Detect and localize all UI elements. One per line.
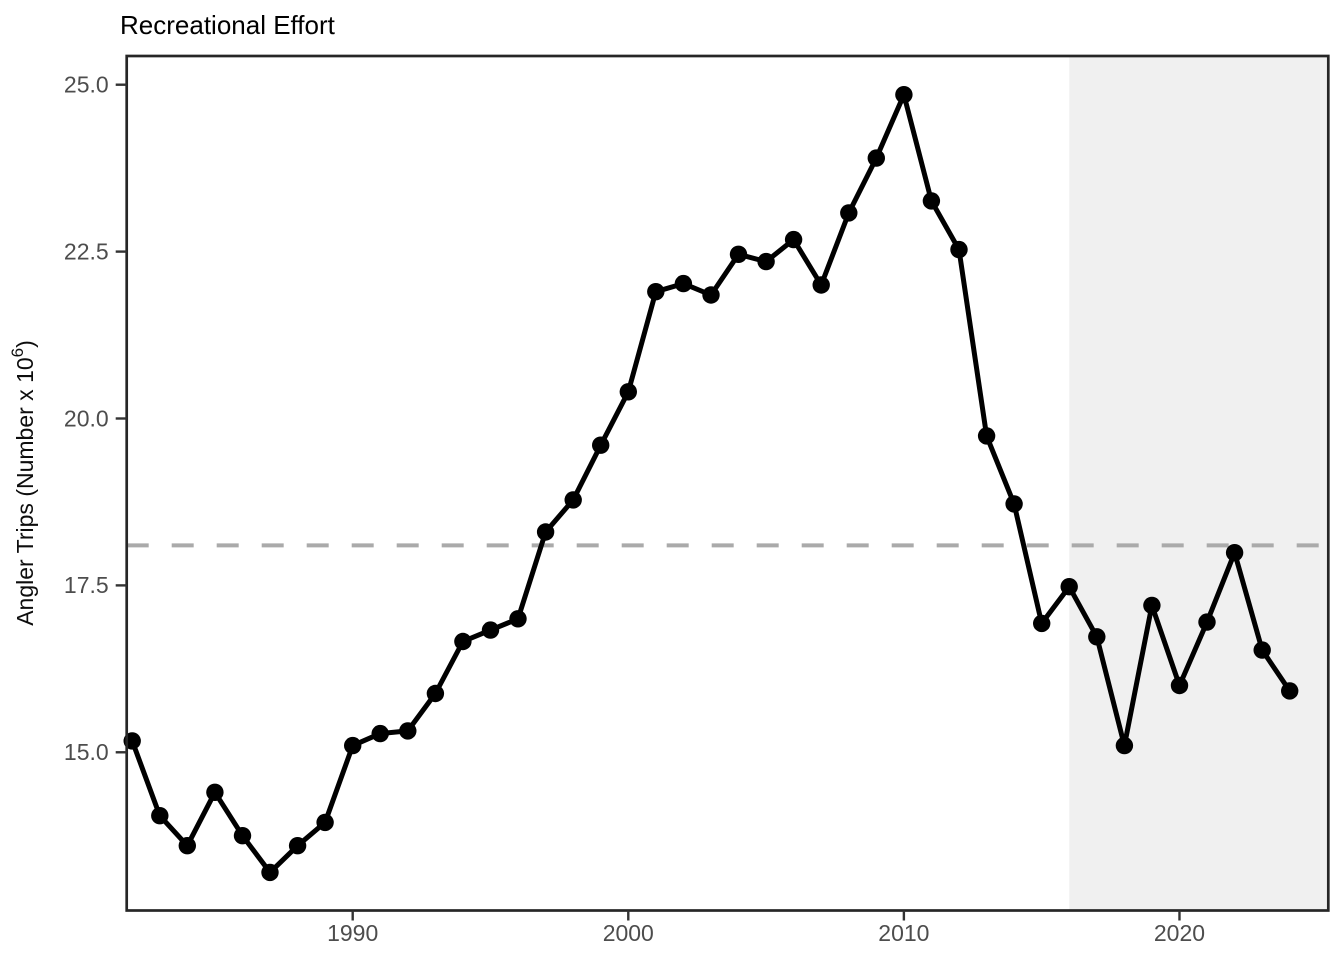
data-point [481, 621, 500, 639]
data-point [316, 813, 334, 832]
data-point [151, 807, 169, 825]
y-axis-title: Angler Trips (Number x 106) [8, 340, 38, 626]
chart-title: Recreational Effort [120, 10, 336, 40]
data-point [399, 722, 417, 740]
x-tick-label: 2010 [878, 920, 929, 946]
data-point [1281, 682, 1299, 700]
data-point [1088, 628, 1106, 646]
x-tick-label: 2000 [603, 920, 654, 946]
y-axis-title-superscript: 6 [8, 348, 27, 357]
data-point [261, 863, 279, 882]
data-point [729, 245, 748, 263]
data-point [950, 240, 968, 259]
data-point [922, 192, 941, 210]
data-point [1115, 736, 1134, 755]
data-point [509, 610, 527, 628]
y-tick-label: 25.0 [64, 72, 109, 98]
y-tick-label: 15.0 [64, 739, 109, 765]
data-point [206, 783, 224, 801]
panel-border [125, 54, 1330, 912]
data-point [674, 274, 693, 293]
data-point [812, 276, 830, 294]
y-tick-label: 20.0 [64, 405, 109, 431]
data-point [1225, 544, 1244, 562]
data-point [592, 436, 610, 454]
x-tick-label: 1990 [327, 920, 378, 946]
shaded-region [1069, 56, 1329, 911]
data-point [784, 230, 803, 249]
data-point [1005, 495, 1023, 513]
data-point [564, 491, 582, 509]
data-point [977, 427, 996, 445]
data-point [619, 383, 637, 401]
data-point [536, 523, 555, 541]
data-point [454, 632, 472, 651]
data-point [1198, 613, 1216, 631]
data-point [1170, 676, 1189, 695]
data-point [757, 252, 775, 271]
y-axis-title-close: ) [12, 340, 38, 348]
data-point [840, 204, 858, 222]
data-point [288, 837, 307, 855]
data-point [233, 827, 252, 845]
data-point [1253, 641, 1271, 659]
data-point [371, 724, 389, 743]
y-axis-title-main: Angler Trips (Number x 10 [12, 357, 38, 625]
data-point [1060, 578, 1078, 596]
data-point [178, 837, 196, 855]
data-point [895, 86, 913, 104]
data-point [344, 736, 362, 755]
y-tick-label: 17.5 [64, 572, 109, 598]
data-point [867, 149, 885, 167]
plot-panel: 15.0 17.5 20.0 22.5 25.0 1990 2000 2010 2020 [64, 54, 1330, 946]
data-point [1143, 596, 1161, 615]
data-point [1033, 614, 1051, 633]
data-point [702, 286, 720, 304]
data-point [426, 684, 445, 703]
x-tick-label: 2020 [1154, 920, 1205, 946]
y-tick-label: 22.5 [64, 238, 109, 264]
data-point [647, 283, 665, 301]
